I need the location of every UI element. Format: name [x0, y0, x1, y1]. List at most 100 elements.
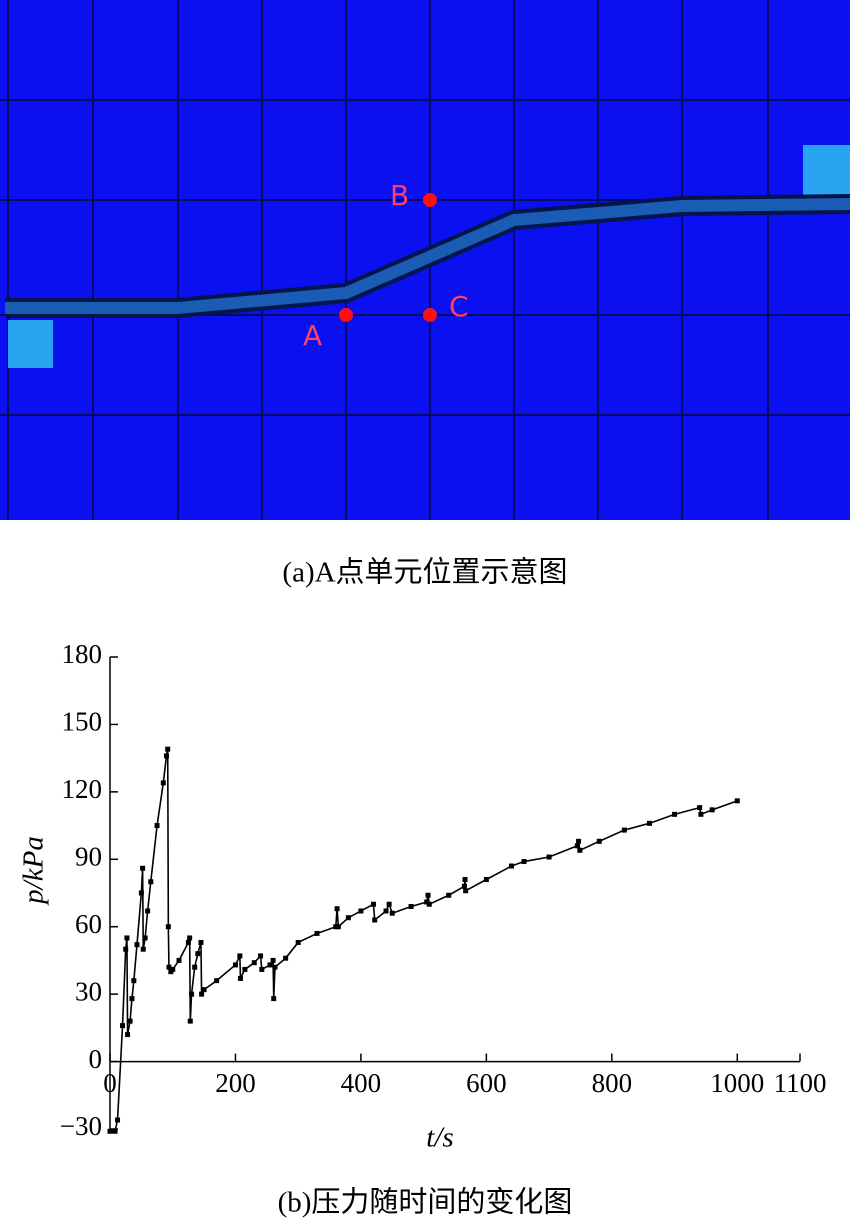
data-point	[259, 966, 265, 972]
data-point	[237, 975, 243, 981]
point-label: C	[449, 290, 469, 323]
data-point	[125, 1032, 131, 1038]
data-point	[176, 957, 182, 963]
data-point	[138, 890, 144, 896]
data-point	[483, 877, 489, 883]
data-point	[140, 865, 146, 871]
data-point	[386, 901, 392, 907]
data-point	[129, 996, 135, 1002]
data-point	[120, 1023, 126, 1029]
data-point	[242, 966, 248, 972]
data-point	[389, 910, 395, 916]
data-point	[408, 903, 414, 909]
data-point	[165, 924, 171, 930]
x-tick-label: 600	[466, 1068, 507, 1098]
x-axis-label: t/s	[426, 1122, 453, 1154]
data-point	[199, 991, 205, 997]
x-tick-label: 400	[341, 1068, 382, 1098]
x-tick-label: 1100	[774, 1068, 827, 1098]
data-point	[463, 888, 469, 894]
data-point	[372, 917, 378, 923]
data-point	[192, 964, 198, 970]
data-point	[270, 957, 276, 963]
data-point	[521, 859, 527, 865]
point-label: A	[303, 319, 322, 352]
data-point	[115, 1117, 121, 1123]
y-tick-label: 90	[75, 841, 102, 871]
data-point	[160, 780, 166, 786]
block	[803, 145, 850, 195]
data-point	[334, 906, 340, 912]
data-point	[596, 838, 602, 844]
data-point	[112, 1128, 118, 1134]
data-point	[251, 960, 257, 966]
data-point	[621, 827, 627, 833]
data-point	[170, 966, 176, 972]
data-point	[576, 838, 582, 844]
data-point	[107, 1128, 113, 1134]
data-point	[201, 987, 207, 993]
data-point	[508, 863, 514, 869]
x-tick-label: 1000	[710, 1068, 764, 1098]
data-point	[123, 946, 129, 952]
mesh	[0, 0, 850, 520]
data-point	[574, 843, 580, 849]
data-point	[163, 753, 169, 759]
caption: (a)A点单元位置示意图	[282, 556, 567, 589]
data-point	[462, 877, 468, 883]
point-marker	[423, 193, 437, 207]
data-point	[187, 935, 193, 941]
data-point	[258, 953, 264, 959]
data-point	[127, 1018, 133, 1024]
data-point	[271, 996, 277, 1002]
point-label: B	[390, 179, 409, 212]
data-point	[546, 854, 552, 860]
data-point	[189, 991, 195, 997]
data-point	[425, 892, 431, 898]
series-line	[110, 749, 738, 1133]
data-point	[734, 798, 740, 804]
data-point	[424, 899, 430, 905]
point-marker	[423, 308, 437, 322]
data-point	[148, 879, 154, 885]
data-point	[134, 942, 140, 948]
data-point	[672, 811, 678, 817]
y-tick-label: 30	[75, 976, 102, 1006]
data-point	[154, 823, 160, 829]
y-tick-label: 150	[62, 707, 103, 737]
caption: (b)压力随时间的变化图	[278, 1186, 573, 1219]
data-point	[140, 946, 146, 952]
simulation-panel: A B C (a)A点单元位置示意图	[0, 0, 850, 589]
data-point	[698, 811, 704, 817]
y-tick-label: −30	[60, 1111, 102, 1141]
data-point	[237, 953, 243, 959]
block	[8, 320, 53, 368]
data-point	[195, 951, 201, 957]
data-point	[646, 820, 652, 826]
data-point	[314, 930, 320, 936]
data-point	[461, 883, 467, 889]
data-point	[333, 924, 339, 930]
data-point	[272, 964, 278, 970]
data-point	[166, 964, 172, 970]
data-point	[577, 847, 583, 853]
data-point	[198, 939, 204, 945]
data-point	[124, 935, 130, 941]
layer	[5, 198, 850, 314]
chart: t/s p/kPa (b)压力随时间的变化图 −3003060901201501…	[18, 639, 827, 1218]
data-point	[185, 939, 191, 945]
x-tick-label: 0	[103, 1068, 117, 1098]
y-tick-label: 120	[62, 774, 103, 804]
data-point	[697, 805, 703, 811]
data-point	[232, 962, 238, 968]
data-point	[370, 901, 376, 907]
data-point	[335, 924, 341, 930]
y-tick-label: 180	[62, 639, 103, 669]
x-tick-label: 200	[215, 1068, 256, 1098]
data-point	[295, 939, 301, 945]
data-point	[283, 955, 289, 961]
data-point	[145, 908, 151, 914]
data-point	[345, 915, 351, 921]
data-point	[165, 746, 171, 752]
data-point	[426, 901, 432, 907]
